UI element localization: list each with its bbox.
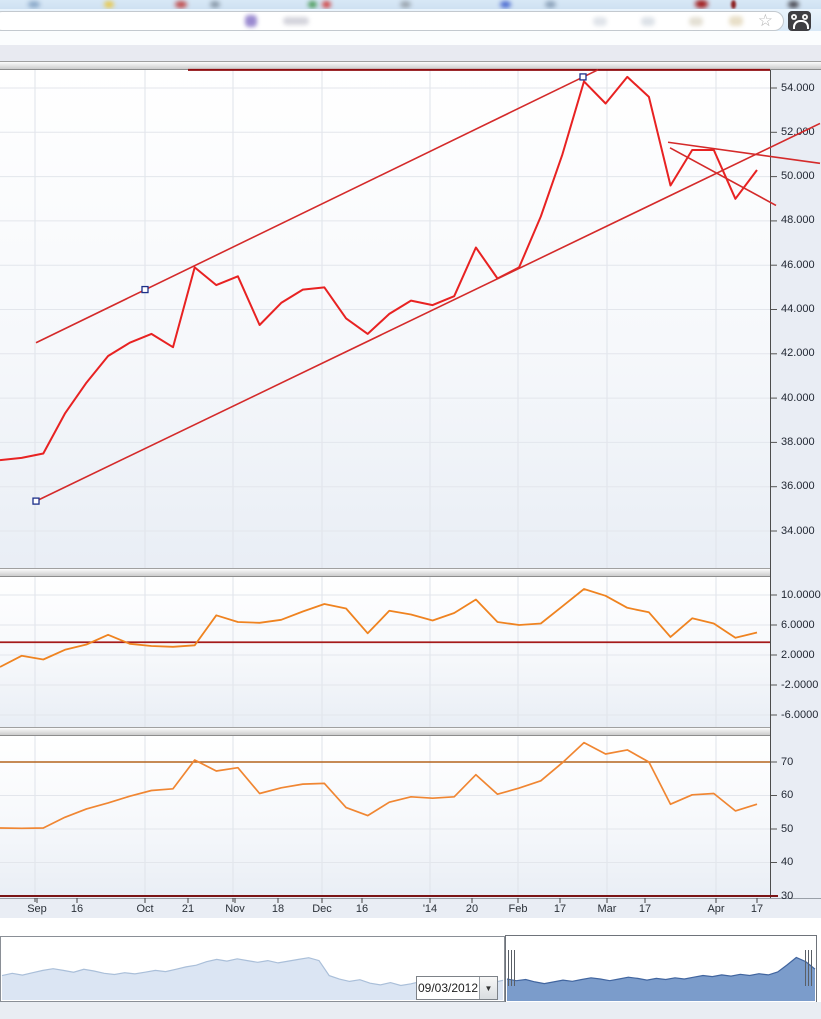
x-axis-label: 17 (553, 903, 567, 915)
x-axis-label: Feb (508, 903, 528, 915)
browser-toolbar: ☆ (0, 9, 821, 31)
page-background (0, 45, 821, 61)
tab-favicon-blob (545, 1, 556, 8)
x-axis-label: Apr (707, 903, 725, 915)
extension-robot-icon[interactable] (788, 11, 811, 31)
tab-favicon-blob (695, 0, 708, 8)
x-axis-label: Oct (136, 903, 154, 915)
rsi-panel[interactable] (0, 736, 770, 898)
y-axis-label: 6.0000 (781, 618, 815, 631)
tab-favicon-blob (500, 1, 511, 8)
y-axis-label: 40 (781, 856, 794, 868)
navigator-selected-range[interactable] (505, 935, 817, 1003)
bottom-gap (0, 918, 821, 936)
y-axis-label: 60 (781, 789, 794, 801)
range-left-grip-handle[interactable] (508, 950, 517, 986)
toolbar-icon-blur (593, 17, 607, 26)
y-axis-label: 38.000 (781, 435, 815, 448)
address-bar[interactable]: ☆ (0, 11, 784, 31)
y-axis-label: 70 (781, 755, 794, 768)
y-axis-label: 36.000 (781, 480, 815, 493)
y-axis-label: -2.0000 (781, 678, 819, 691)
range-navigator-selected-line (506, 956, 816, 985)
y-axis-label: 54.000 (781, 81, 815, 94)
price-chart-panel[interactable] (0, 70, 770, 568)
tab-favicon-blob (731, 0, 736, 9)
y-axis-label: 34.000 (781, 524, 815, 537)
range-navigator-unselected-area (2, 957, 503, 1000)
x-axis-label: Dec (312, 903, 332, 915)
x-axis-label: Nov (225, 903, 245, 915)
bottom-background (0, 1002, 821, 1019)
tab-favicon-blob (308, 1, 317, 8)
momentum-panel[interactable] (0, 577, 770, 727)
tab-favicon-blob (322, 1, 331, 8)
url-text-blur (283, 17, 309, 25)
x-axis-label: Mar (597, 903, 617, 915)
bookmarks-bar[interactable] (0, 31, 821, 45)
bookmark-star-icon[interactable]: ☆ (757, 11, 773, 30)
y-axis-label: 52.000 (781, 125, 815, 138)
date-axis[interactable] (0, 898, 821, 918)
panel-splitter-top[interactable] (0, 61, 821, 70)
robot-frown (793, 20, 809, 29)
tab-favicon-blob (210, 1, 220, 8)
browser-tab-strip[interactable] (0, 0, 821, 9)
x-axis-label: 16 (70, 903, 84, 915)
y-axis-label: 46.000 (781, 258, 815, 271)
x-axis-label: 18 (271, 903, 285, 915)
y-axis-label: 42.000 (781, 347, 815, 360)
toolbar-icon-blur (689, 17, 703, 26)
range-right-grip-handle[interactable] (805, 950, 814, 986)
toolbar-icon-blur (641, 17, 655, 26)
y-axis-label: 44.000 (781, 303, 815, 315)
x-axis-label: Sep (27, 903, 47, 915)
x-axis-label: 21 (181, 903, 195, 915)
navigator-right-edge (817, 935, 821, 1003)
date-picker: 09/03/2012 ▼ (416, 976, 498, 1000)
x-axis-label: '14 (422, 903, 438, 915)
y-axis-label: 40.000 (781, 391, 815, 404)
x-axis-label: 16 (355, 903, 369, 915)
y-axis-label: 10.0000 (781, 588, 821, 601)
toolbar-icon-blur (729, 16, 743, 26)
robot-eye (802, 14, 808, 20)
caret-down-icon: ▼ (484, 983, 493, 993)
robot-eye (791, 14, 797, 20)
tab-favicon-blob (104, 1, 114, 8)
x-axis-label: 17 (750, 903, 764, 915)
x-axis-label: 17 (638, 903, 652, 915)
y-axis-label: 2.0000 (781, 648, 815, 661)
y-axis-label: 50 (781, 822, 794, 835)
date-picker-dropdown-button[interactable]: ▼ (479, 977, 497, 999)
tab-favicon-blob (175, 1, 187, 8)
y-axis-label: 50.000 (781, 170, 815, 183)
panel-splitter-2[interactable] (0, 727, 821, 736)
date-picker-value[interactable]: 09/03/2012 (417, 977, 479, 999)
url-text-blur (245, 15, 257, 27)
y-axis-label: 48.000 (781, 214, 815, 227)
panel-splitter-1[interactable] (0, 568, 821, 577)
tab-favicon-blob (400, 1, 411, 8)
x-axis-label: 20 (465, 903, 479, 915)
y-axis-label: 30 (781, 889, 794, 902)
tab-favicon-blob (28, 1, 40, 8)
y-axis-label: -6.0000 (781, 708, 819, 721)
tab-favicon-blob (788, 1, 799, 8)
